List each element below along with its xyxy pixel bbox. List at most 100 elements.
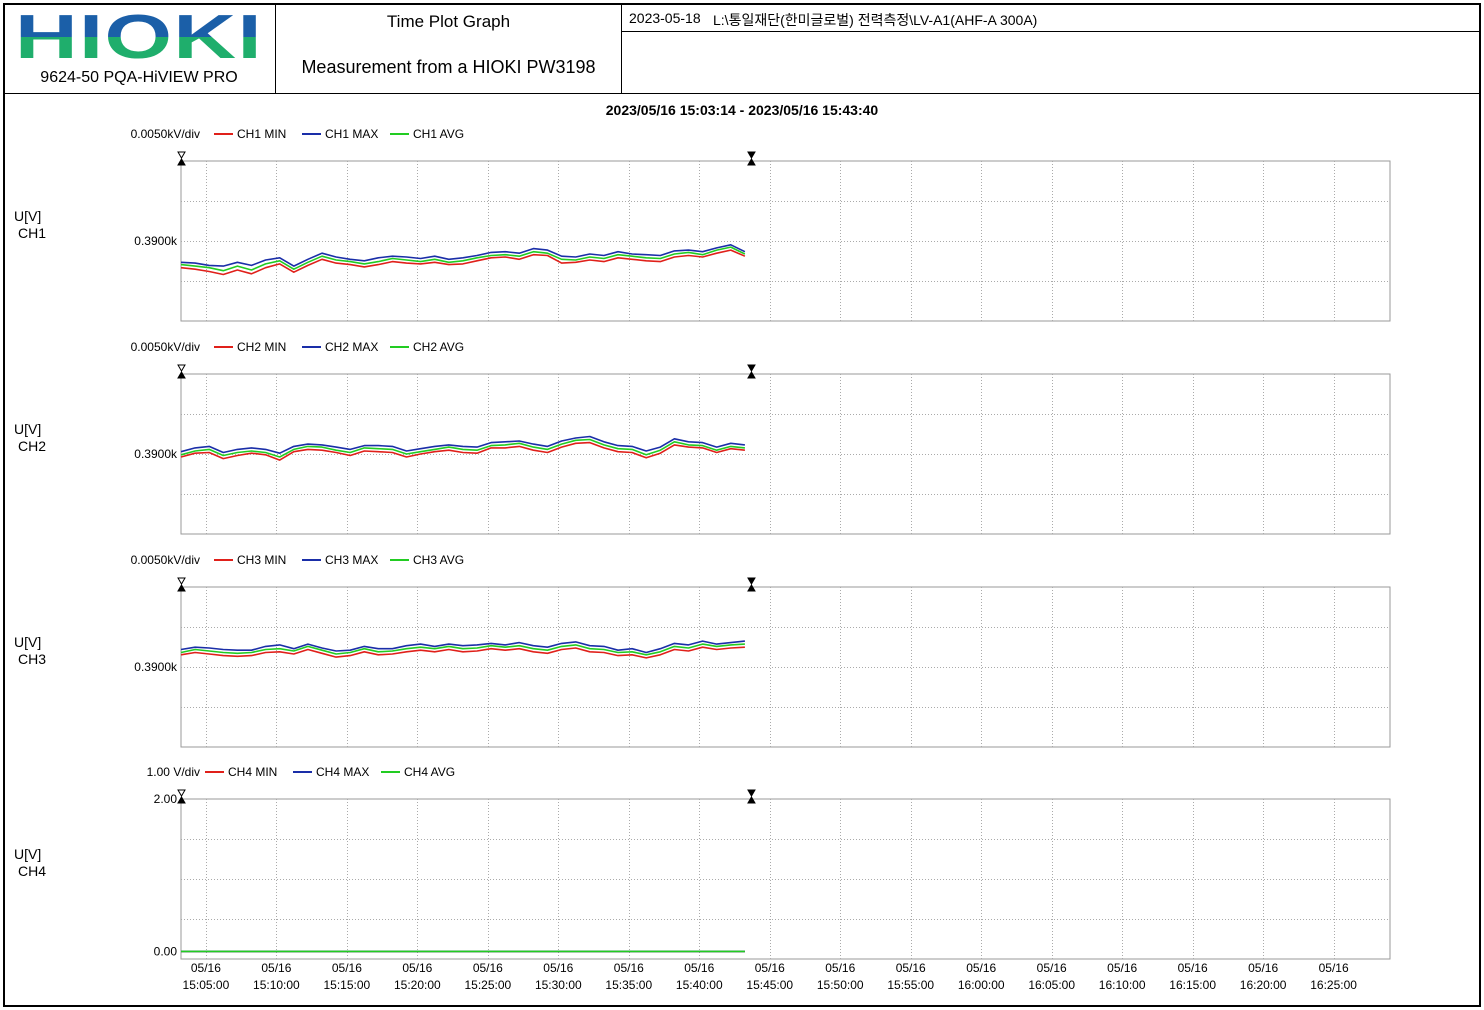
- cursor-marker: [747, 371, 756, 379]
- cursor-marker: [177, 796, 186, 804]
- series-line-ch3-max: [180, 640, 745, 654]
- legend-label: CH4 AVG: [404, 765, 455, 779]
- legend-label: CH4 MIN: [228, 765, 277, 779]
- header-logo-cell: HIOKI HIOKI 9624-50 PQA-HiVIEW PRO: [3, 3, 276, 94]
- logo-lettering-top: HIOKI: [15, 11, 263, 61]
- legend-label: CH2 MIN: [237, 340, 286, 354]
- y-tick-label: 0.3900k: [134, 234, 178, 248]
- x-tick-date: 05/16: [1107, 961, 1137, 975]
- channel-name-label: CH4: [18, 863, 46, 879]
- panel-4: 1.00 V/div CH4 MIN CH4 MAX CH4 AVG U[V]CH4 2.…: [14, 765, 1391, 960]
- y-tick-label: 0.3900k: [134, 447, 178, 461]
- channel-quantity-label: U[V]: [14, 208, 41, 224]
- x-tick-time: 15:30:00: [535, 978, 582, 992]
- legend-label: CH3 MIN: [237, 553, 286, 567]
- cursor-marker: [747, 577, 756, 585]
- legend-label: CH2 MAX: [325, 340, 378, 354]
- series-line-ch1-min: [180, 249, 746, 276]
- cursor-marker: [747, 364, 756, 372]
- series-line-ch1-max: [180, 244, 746, 267]
- report-frame: [3, 3, 1481, 1007]
- plot-area: [180, 798, 1391, 960]
- cursor-marker: [747, 151, 756, 159]
- x-tick-date: 05/16: [191, 961, 221, 975]
- cursor-marker: [177, 789, 186, 797]
- channel-quantity-label: U[V]: [14, 634, 41, 650]
- plot-area: [180, 586, 1391, 748]
- document-title: Time Plot Graph: [386, 12, 511, 31]
- y-tick-label: 0.3900k: [134, 660, 178, 674]
- document-subtitle: Measurement from a HIOKI PW3198: [301, 57, 596, 77]
- legend-label: CH1 MIN: [237, 127, 286, 141]
- x-tick-date: 05/16: [1319, 961, 1349, 975]
- x-tick-time: 16:05:00: [1028, 978, 1075, 992]
- series-line-ch3-min: [180, 646, 745, 659]
- legend-label: CH4 MAX: [316, 765, 369, 779]
- cursor-marker: [177, 371, 186, 379]
- panel-2: 0.0050kV/div CH2 MIN CH2 MAX CH2 AVG U[V]CH2…: [14, 340, 1391, 535]
- report-date: 2023-05-18: [629, 10, 701, 26]
- x-tick-time: 16:25:00: [1310, 978, 1357, 992]
- series-line-ch2-min: [180, 441, 745, 461]
- header-info-divider: [622, 31, 1479, 32]
- x-tick-time: 16:15:00: [1169, 978, 1216, 992]
- x-tick-time: 15:50:00: [817, 978, 864, 992]
- data-file-path: L:\통일재단(한미글로벌) 전력측정\LV-A1(AHF-A 300A): [713, 12, 1038, 28]
- x-tick-time: 16:00:00: [958, 978, 1005, 992]
- x-tick-time: 15:20:00: [394, 978, 441, 992]
- x-tick-date: 05/16: [473, 961, 503, 975]
- scale-per-div: 0.0050kV/div: [131, 127, 200, 141]
- measurement-time-range: 2023/05/16 15:03:14 - 2023/05/16 15:43:4…: [605, 102, 879, 118]
- y-tick-label: 0.00: [154, 944, 178, 958]
- product-name: 9624-50 PQA-HiVIEW PRO: [40, 69, 238, 86]
- x-tick-time: 15:45:00: [746, 978, 793, 992]
- scale-per-div: 1.00 V/div: [147, 765, 200, 779]
- y-tick-label: 2.00: [154, 792, 178, 806]
- cursor-marker: [177, 364, 186, 372]
- series-line-ch1-avg: [180, 246, 746, 272]
- channel-quantity-label: U[V]: [14, 421, 41, 437]
- scale-per-div: 0.0050kV/div: [131, 340, 200, 354]
- x-tick-date: 05/16: [402, 961, 432, 975]
- plot-area: [180, 373, 1391, 535]
- cursor-marker: [177, 158, 186, 166]
- x-tick-date: 05/16: [614, 961, 644, 975]
- x-tick-time: 15:15:00: [324, 978, 371, 992]
- x-tick-time: 15:35:00: [605, 978, 652, 992]
- cursor-marker: [177, 151, 186, 159]
- cursor-marker: [177, 584, 186, 592]
- header-info-cell: [622, 3, 1479, 94]
- cursor-marker: [747, 584, 756, 592]
- x-tick-date: 05/16: [1037, 961, 1067, 975]
- x-tick-date: 05/16: [684, 961, 714, 975]
- plot-area: [180, 160, 1391, 322]
- channel-name-label: CH1: [18, 225, 46, 241]
- x-tick-date: 05/16: [543, 961, 573, 975]
- legend-label: CH3 AVG: [413, 553, 464, 567]
- x-tick-date: 05/16: [1178, 961, 1208, 975]
- legend-label: CH1 MAX: [325, 127, 378, 141]
- legend-label: CH3 MAX: [325, 553, 378, 567]
- channel-name-label: CH2: [18, 438, 46, 454]
- legend-label: CH1 AVG: [413, 127, 464, 141]
- logo-lettering-bot: HIOKI: [15, 11, 263, 61]
- cursor-marker: [177, 577, 186, 585]
- panel-1: 0.0050kV/div CH1 MIN CH1 MAX CH1 AVG U[V]CH1…: [14, 127, 1391, 322]
- panel-3: 0.0050kV/div CH3 MIN CH3 MAX CH3 AVG U[V]CH3…: [14, 553, 1391, 748]
- x-tick-date: 05/16: [896, 961, 926, 975]
- cursor-marker: [747, 158, 756, 166]
- x-tick-time: 16:10:00: [1099, 978, 1146, 992]
- x-tick-date: 05/16: [755, 961, 785, 975]
- x-tick-time: 15:40:00: [676, 978, 723, 992]
- x-tick-time: 16:20:00: [1240, 978, 1287, 992]
- x-tick-date: 05/16: [1248, 961, 1278, 975]
- x-tick-time: 15:10:00: [253, 978, 300, 992]
- series-line-ch2-max: [180, 435, 745, 455]
- series-line-ch2-avg: [180, 438, 745, 458]
- hioki-logo: HIOKI HIOKI: [15, 11, 263, 61]
- header-title-cell: Time Plot Graph Measurement from a HIOKI…: [276, 3, 622, 94]
- channel-quantity-label: U[V]: [14, 846, 41, 862]
- cursor-marker: [747, 789, 756, 797]
- x-tick-date: 05/16: [825, 961, 855, 975]
